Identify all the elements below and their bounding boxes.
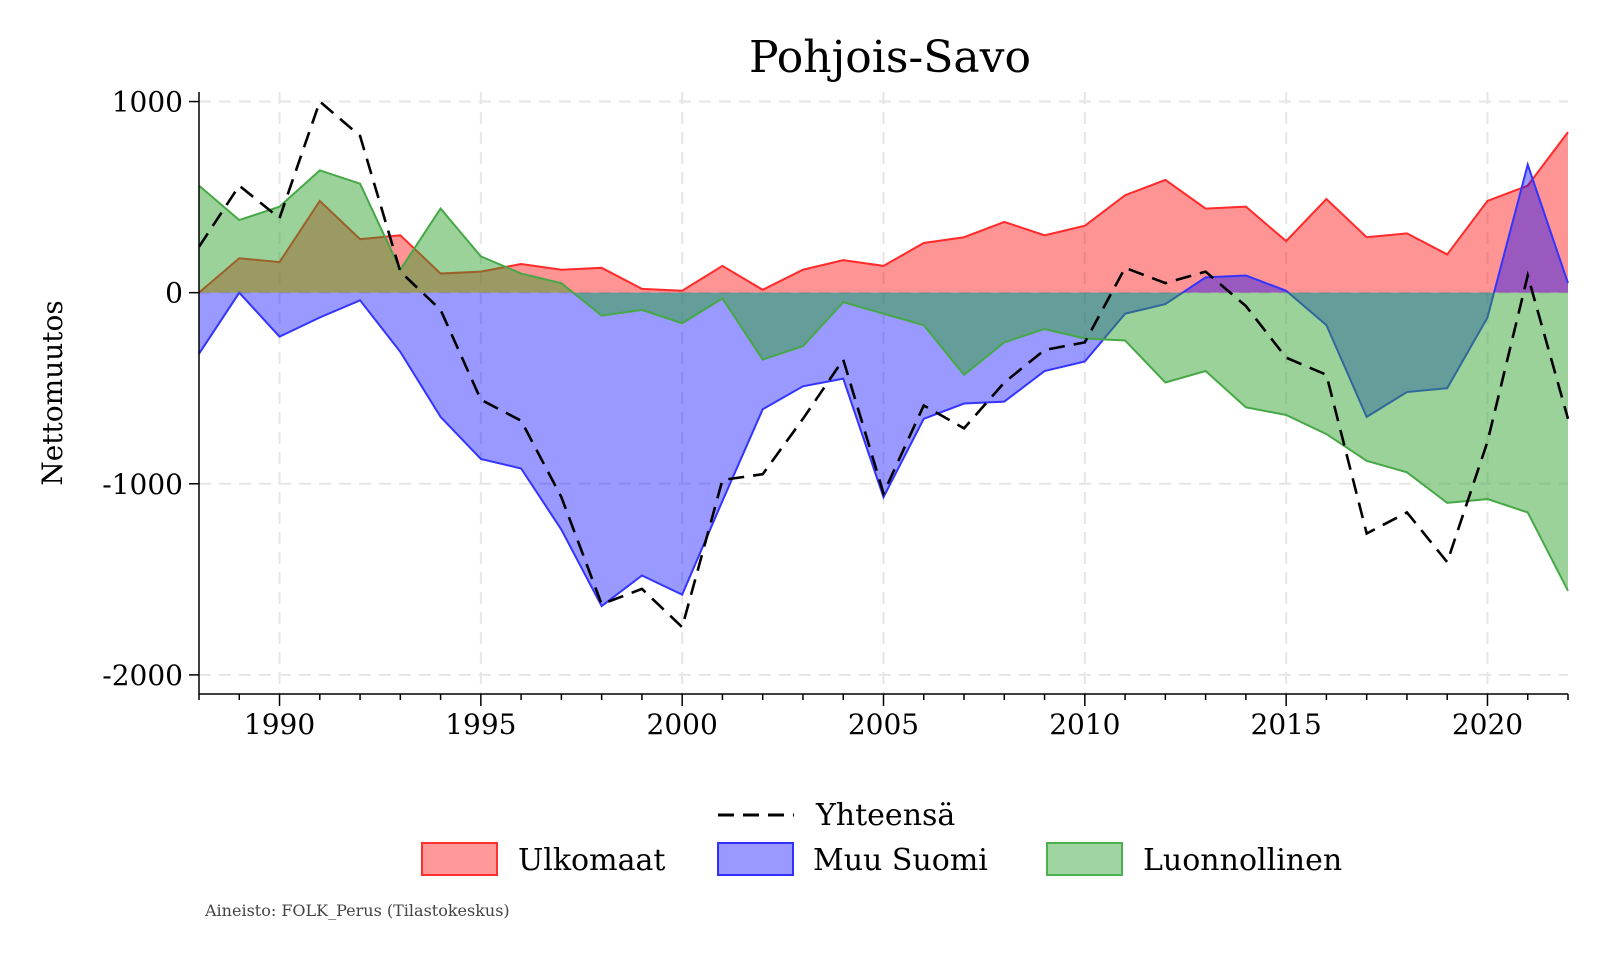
line-yhteensa bbox=[197, 99, 1570, 630]
x-tick-label-1995: 1995 bbox=[445, 708, 516, 741]
y-tick-label-1000: 1000 bbox=[112, 86, 183, 119]
y-tick-label--1000: -1000 bbox=[102, 468, 183, 501]
chart-title: Pohjois-Savo bbox=[749, 32, 1031, 83]
area-ulkomaat bbox=[199, 132, 1568, 293]
area-edge-muu-suomi bbox=[198, 161, 1569, 608]
x-tick-label-2005: 2005 bbox=[848, 708, 919, 741]
legend-swatch-muu-suomi bbox=[717, 842, 794, 876]
area-muu-suomi bbox=[199, 164, 1568, 607]
area-luonnollinen bbox=[199, 170, 1568, 591]
x-tick-label-2010: 2010 bbox=[1049, 708, 1120, 741]
legend-label-ulkomaat: Ulkomaat bbox=[518, 843, 665, 878]
legend: Yhteensä Ulkomaat Muu Suomi Luonnollinen bbox=[421, 798, 1342, 878]
area-edge-ulkomaat bbox=[198, 131, 1569, 294]
legend-swatch-ulkomaat bbox=[421, 842, 498, 876]
y-tick-label--2000: -2000 bbox=[102, 659, 183, 692]
line-series bbox=[197, 99, 1570, 630]
x-tick-label-2015: 2015 bbox=[1251, 708, 1322, 741]
legend-label-luonnollinen: Luonnollinen bbox=[1143, 843, 1342, 878]
legend-swatch-luonnollinen bbox=[1046, 842, 1123, 876]
y-tick-label-0: 0 bbox=[165, 277, 183, 310]
axes bbox=[189, 92, 1569, 706]
x-tick-label-2000: 2000 bbox=[647, 708, 718, 741]
area-edge-luonnollinen bbox=[198, 169, 1569, 592]
legend-label-muu-suomi: Muu Suomi bbox=[813, 843, 988, 878]
grid bbox=[199, 92, 1568, 694]
y-axis-label: Nettomuutos bbox=[36, 300, 69, 486]
x-tick-label-2020: 2020 bbox=[1452, 708, 1523, 741]
legend-label-yhteensa: Yhteensä bbox=[815, 798, 955, 833]
source-note: Aineisto: FOLK_Perus (Tilastokeskus) bbox=[204, 901, 510, 920]
area-series bbox=[198, 131, 1569, 608]
tick-labels: 1990 1995 2000 2005 2010 2015 2020 1000 0 -1000 -2… bbox=[102, 86, 1523, 741]
x-tick-label-1990: 1990 bbox=[244, 708, 315, 741]
